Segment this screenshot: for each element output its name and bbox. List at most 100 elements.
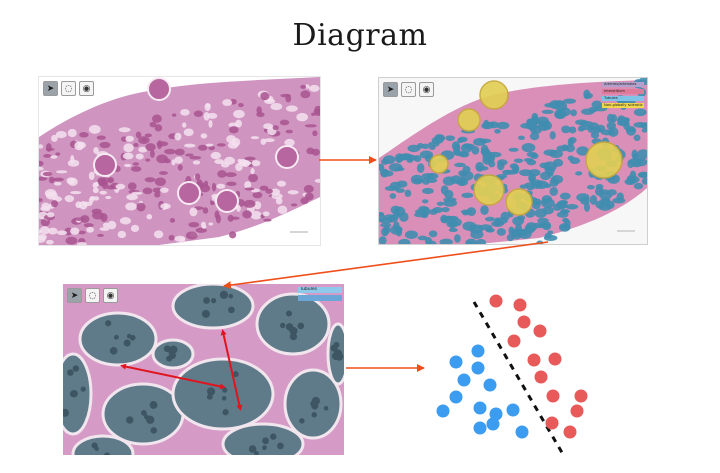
tubule-mask bbox=[475, 161, 484, 172]
tubule-section bbox=[80, 215, 90, 223]
tubule-mask bbox=[421, 199, 429, 204]
arrow-pointer-icon[interactable]: ➤ bbox=[43, 81, 58, 96]
tubule-mask bbox=[534, 208, 547, 218]
tubule-mask bbox=[442, 176, 456, 186]
tubule-mask bbox=[381, 158, 389, 165]
tubule-section bbox=[100, 177, 112, 183]
scale-bar bbox=[290, 231, 308, 233]
tubule-mask bbox=[576, 146, 589, 156]
tubule-section bbox=[306, 147, 315, 155]
tubule-mask bbox=[529, 132, 540, 141]
tubule-section bbox=[48, 176, 55, 184]
tubule-mask bbox=[517, 135, 525, 140]
tubule-mask bbox=[631, 163, 642, 168]
tubule-section bbox=[115, 183, 126, 190]
arrow-pointer-icon[interactable]: ➤ bbox=[383, 82, 398, 97]
legend-item[interactable]: Tubules bbox=[602, 96, 644, 101]
tubule-mask bbox=[428, 230, 438, 238]
tubule-mask bbox=[383, 225, 391, 235]
class-point-blue bbox=[471, 344, 485, 358]
legend-item[interactable]: Interstitium bbox=[602, 89, 644, 94]
tubule-section bbox=[184, 143, 196, 148]
nucleus bbox=[149, 401, 158, 409]
lasso-icon[interactable]: ◌ bbox=[61, 81, 76, 96]
tubule-section bbox=[47, 227, 58, 235]
tubule-section bbox=[102, 222, 109, 228]
tubule-section bbox=[180, 108, 190, 116]
legend-item[interactable]: Tubules bbox=[298, 287, 342, 293]
tubule-section bbox=[64, 195, 75, 203]
tubule-mask bbox=[413, 155, 422, 162]
tubule-section bbox=[125, 135, 134, 142]
tubule-section bbox=[226, 181, 237, 187]
focus-icon[interactable]: ◉ bbox=[103, 288, 118, 303]
tubule-section bbox=[192, 160, 201, 165]
tubule-section bbox=[230, 216, 240, 220]
tubule-section bbox=[207, 112, 218, 119]
tubule-section bbox=[138, 136, 150, 145]
tubule-section bbox=[151, 114, 162, 123]
tubule-mask bbox=[598, 189, 610, 195]
tubule-section bbox=[44, 188, 57, 198]
tubule-section bbox=[202, 207, 209, 214]
nucleus bbox=[228, 293, 234, 299]
legend-item[interactable] bbox=[298, 295, 342, 301]
legend-item[interactable]: Non-globally sclerotic bbox=[602, 103, 644, 108]
tubule-section bbox=[39, 144, 44, 149]
tubule-section bbox=[169, 218, 176, 223]
tubule-section bbox=[138, 146, 148, 153]
class-point-blue bbox=[515, 425, 529, 439]
tubule-section bbox=[222, 99, 233, 107]
tubule-section bbox=[146, 214, 153, 220]
tubule-mask bbox=[559, 224, 571, 230]
lasso-icon[interactable]: ◌ bbox=[401, 82, 416, 97]
nucleus bbox=[219, 290, 229, 299]
tubule-section bbox=[132, 162, 140, 166]
tubule-mask bbox=[428, 209, 438, 215]
segmentation-panel[interactable]: ➤ ◌ ◉ Arteries/arterioles Interstitium T… bbox=[378, 77, 648, 245]
tubule-section bbox=[200, 133, 208, 139]
tubule-section bbox=[211, 182, 217, 192]
lasso-icon[interactable]: ◌ bbox=[85, 288, 100, 303]
tubule-section bbox=[77, 230, 86, 235]
tubule-section bbox=[46, 212, 55, 218]
focus-icon[interactable]: ◉ bbox=[419, 82, 434, 97]
nucleus bbox=[80, 386, 86, 392]
tubule-section bbox=[226, 135, 237, 144]
tubule-section bbox=[183, 128, 194, 137]
tubule-section bbox=[260, 92, 270, 101]
nucleus bbox=[206, 393, 213, 400]
tubule-mask bbox=[384, 185, 399, 191]
tubule-section bbox=[45, 239, 54, 245]
tubule-mask bbox=[457, 138, 464, 144]
tubule-mask bbox=[399, 153, 413, 161]
class-point-red bbox=[574, 389, 588, 403]
tubule-mask bbox=[544, 183, 552, 188]
tubule-section bbox=[205, 143, 214, 147]
tubule-mask bbox=[625, 126, 637, 136]
class-legend: Tubules bbox=[298, 287, 342, 303]
tubule-mask bbox=[531, 201, 541, 210]
arrow-pointer-icon[interactable]: ➤ bbox=[67, 288, 82, 303]
nucleus bbox=[150, 427, 158, 434]
focus-icon[interactable]: ◉ bbox=[79, 81, 94, 96]
tubule-section bbox=[73, 217, 85, 221]
wsi-panel[interactable]: ➤ ◌ ◉ bbox=[38, 76, 321, 246]
legend-item[interactable]: Arteries/arterioles bbox=[602, 82, 644, 87]
tubule-mask bbox=[436, 201, 444, 206]
tubule-section bbox=[159, 187, 169, 193]
tubule-section bbox=[208, 145, 215, 151]
class-point-blue bbox=[457, 373, 471, 387]
tubule-mask bbox=[485, 227, 495, 233]
tubule-section bbox=[130, 224, 140, 233]
tubule-mask bbox=[525, 222, 538, 232]
tubule-section bbox=[39, 226, 50, 235]
zoom-panel[interactable]: ➤ ◌ ◉ Tubules bbox=[63, 284, 344, 455]
tubule-mask bbox=[606, 189, 617, 196]
tubule-mask bbox=[542, 221, 552, 231]
nucleus bbox=[254, 451, 259, 455]
tubule-section bbox=[106, 185, 115, 190]
class-point-blue bbox=[473, 421, 487, 435]
tubule-section bbox=[91, 208, 102, 215]
tubule-section bbox=[130, 166, 142, 172]
